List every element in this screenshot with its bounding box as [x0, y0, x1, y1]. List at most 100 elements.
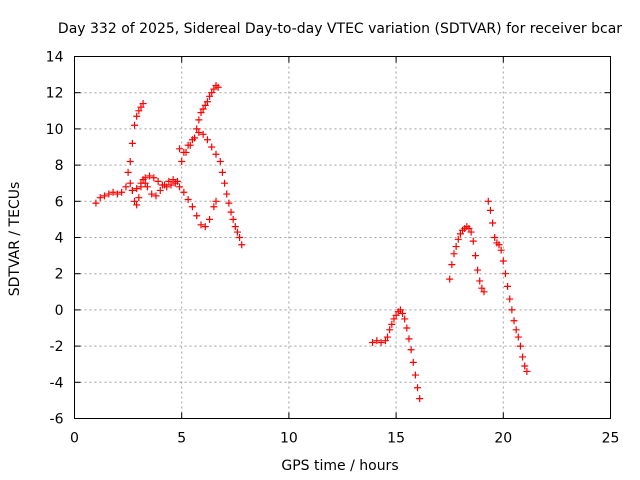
data-point [184, 195, 192, 203]
data-point [212, 150, 220, 158]
data-point [399, 310, 407, 318]
y-tick-label: 4 [55, 231, 64, 247]
data-point [514, 333, 522, 341]
y-tick-label: 10 [46, 122, 64, 138]
data-point [384, 333, 392, 341]
x-tick-labels: 0 5 10 15 20 25 [70, 431, 619, 447]
data-point [497, 246, 505, 254]
data-point [388, 320, 396, 328]
data-point [465, 224, 473, 232]
data-point [186, 141, 194, 149]
data-point [499, 257, 507, 265]
data-point [369, 338, 377, 346]
data-point [491, 234, 499, 241]
chart-title: Day 332 of 2025, Sidereal Day-to-day VTE… [58, 21, 622, 37]
data-point [236, 234, 244, 241]
series-8 [484, 197, 531, 375]
y-tick-label: -2 [50, 339, 64, 355]
data-point [231, 223, 239, 231]
series-1 [92, 100, 147, 207]
data-point [519, 353, 527, 361]
data-point [176, 183, 184, 191]
data-point [409, 358, 417, 366]
data-point [124, 168, 132, 176]
data-point [495, 241, 503, 249]
y-tick-label: -4 [50, 375, 64, 391]
data-point [484, 197, 492, 205]
series-3 [128, 172, 220, 231]
data-point [401, 315, 409, 323]
data-point [135, 107, 143, 115]
data-point [456, 230, 464, 238]
data-point [206, 215, 214, 223]
data-point [122, 183, 130, 191]
data-point [504, 282, 512, 290]
data-point [180, 188, 188, 196]
data-point [521, 362, 529, 370]
data-point [199, 105, 207, 113]
x-tick-label: 5 [177, 431, 186, 447]
data-point [191, 134, 199, 142]
data-point [414, 384, 422, 392]
series-4 [176, 81, 222, 156]
x-tick-label: 25 [602, 431, 620, 447]
data-point [165, 177, 173, 185]
data-point [486, 206, 494, 214]
data-point [407, 346, 415, 354]
x-axis-label: GPS time / hours [281, 458, 398, 474]
data-point [143, 183, 151, 191]
y-tick-labels: -6 -4 -2 0 2 4 6 8 10 12 14 [46, 50, 64, 428]
y-tick-label: 12 [46, 86, 64, 102]
data-point [221, 179, 229, 187]
data-point [223, 190, 231, 198]
data-point [452, 243, 460, 251]
data-point [210, 85, 218, 93]
y-tick-label: 8 [55, 158, 64, 174]
data-point [416, 395, 424, 403]
data-point [214, 83, 222, 91]
data-point [480, 288, 488, 296]
data-point [210, 203, 218, 211]
data-point [227, 208, 235, 216]
data-point [506, 295, 514, 303]
data-point [167, 181, 175, 189]
x-tick-label: 15 [387, 431, 405, 447]
data-point [193, 212, 201, 220]
series-5 [178, 129, 246, 249]
data-point [448, 261, 456, 269]
data-point [156, 186, 164, 194]
data-point [476, 277, 484, 285]
data-point [510, 317, 518, 325]
data-point [126, 157, 134, 165]
data-point [467, 228, 475, 236]
data-point [403, 324, 411, 332]
data-point [208, 89, 216, 97]
y-tick-label: -6 [50, 412, 64, 428]
y-axis-label: SDTVAR / TECUs [7, 182, 23, 297]
data-point [126, 179, 134, 187]
data-point [148, 190, 156, 198]
data-point [158, 181, 166, 189]
data-point [135, 194, 143, 202]
data-point [508, 306, 516, 314]
data-point [218, 168, 226, 176]
axis-ticks [74, 56, 611, 419]
data-point [128, 186, 136, 194]
data-point [392, 311, 400, 319]
data-point [471, 252, 479, 260]
data-point [216, 157, 224, 165]
data-point [169, 176, 177, 184]
data-point [182, 148, 190, 156]
data-point [405, 335, 413, 343]
data-point [225, 199, 233, 207]
data-point [92, 199, 100, 207]
data-point [163, 183, 171, 191]
data-point [133, 185, 141, 193]
data-point [109, 188, 117, 196]
data-point [489, 219, 497, 227]
data-point [197, 221, 205, 229]
data-point [203, 136, 211, 144]
data-points [92, 81, 531, 403]
data-point [478, 284, 486, 292]
